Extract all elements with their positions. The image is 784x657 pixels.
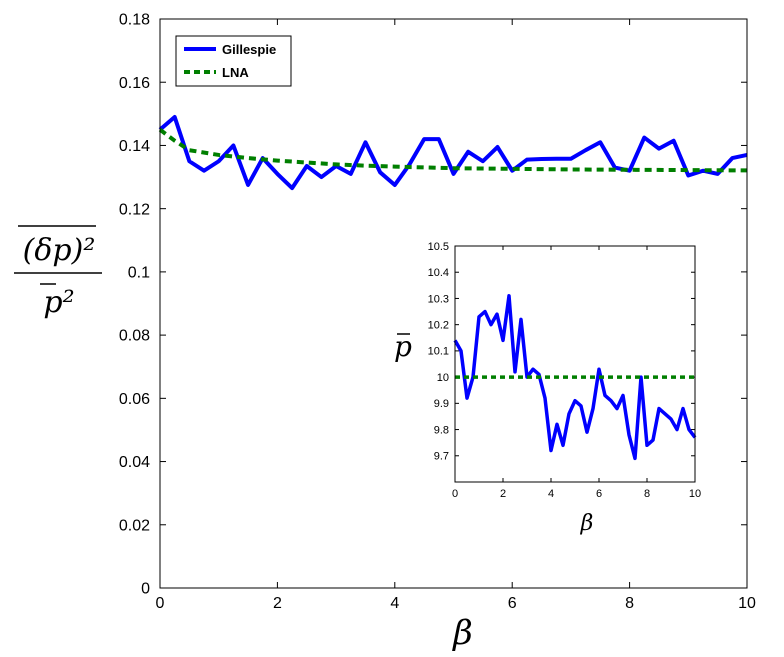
main-y-tick-label: 0	[141, 581, 150, 598]
inset-y-tick-label: 10	[437, 372, 449, 384]
inset-series-line-solid	[453, 294, 697, 461]
inset-x-tick-label: 2	[500, 488, 506, 500]
inset-plot-frame	[454, 245, 696, 483]
inset-x-axis-label: β	[580, 511, 594, 536]
main-x-tick-label: 6	[508, 595, 517, 612]
inset-x-tick-label: 4	[548, 488, 554, 500]
main-x-axis-label: β	[451, 613, 473, 653]
main-y-tick-label: 0.06	[119, 391, 150, 408]
inset-y-tick-label: 10.4	[428, 267, 449, 279]
inset-x-tick-label: 0	[452, 488, 458, 500]
main-y-axis-label: (δp)² p²	[14, 225, 102, 320]
y-label-numerator: (δp)²	[23, 233, 96, 268]
main-y-tick-label: 0.12	[119, 201, 150, 218]
main-x-tick-label: 2	[273, 595, 282, 612]
inset-y-tick-label: 9.8	[434, 424, 449, 436]
inset-y-tick-label: 10.5	[428, 241, 449, 253]
main-x-tick-label: 8	[625, 595, 634, 612]
inset-y-tick-label: 10.1	[428, 346, 449, 358]
main-plot-frame	[159, 18, 748, 589]
legend-label-gillespie: Gillespie	[222, 42, 276, 57]
main-x-tick-label: 10	[738, 595, 756, 612]
main-y-tick-label: 0.1	[128, 264, 150, 281]
legend: Gillespie LNA	[175, 35, 292, 87]
inset-series-group	[453, 294, 697, 461]
inset-y-tick-label: 10.3	[428, 293, 449, 305]
inset-y-tick-label: 9.9	[434, 398, 449, 410]
main-y-tick-label: 0.18	[119, 12, 150, 29]
main-y-tick-label: 0.02	[119, 517, 150, 534]
inset-x-tick-label: 10	[689, 488, 701, 500]
inset-y-ticks: 9.7 9.8 9.9 10 10.1 10.2 10.3 10.4 10.5	[428, 241, 695, 463]
main-series-group	[158, 114, 748, 191]
legend-box	[175, 35, 292, 87]
inset-x-tick-label: 6	[596, 488, 602, 500]
legend-label-lna: LNA	[222, 65, 249, 80]
main-x-tick-label: 0	[156, 595, 165, 612]
inset-x-ticks: 0 2 4 6 8 10	[452, 246, 701, 500]
main-y-tick-label: 0.16	[119, 75, 150, 92]
main-x-tick-label: 4	[390, 595, 399, 612]
main-y-ticks: 0 0.02 0.04 0.06 0.08 0.1 0.12 0.14 0.16 0.18	[119, 12, 747, 598]
inset-plot-area	[455, 246, 695, 482]
main-series-line-gillespie	[158, 114, 748, 191]
main-y-tick-label: 0.04	[119, 454, 150, 471]
main-y-tick-label: 0.08	[119, 328, 150, 345]
y-label-denominator: p²	[43, 285, 74, 320]
inset-y-tick-label: 9.7	[434, 451, 449, 463]
main-y-tick-label: 0.14	[119, 138, 150, 155]
inset-x-tick-label: 8	[644, 488, 650, 500]
main-series-line-lna	[158, 128, 748, 173]
inset-y-axis-label: p	[394, 330, 412, 363]
inset-y-tick-label: 10.2	[428, 320, 449, 332]
